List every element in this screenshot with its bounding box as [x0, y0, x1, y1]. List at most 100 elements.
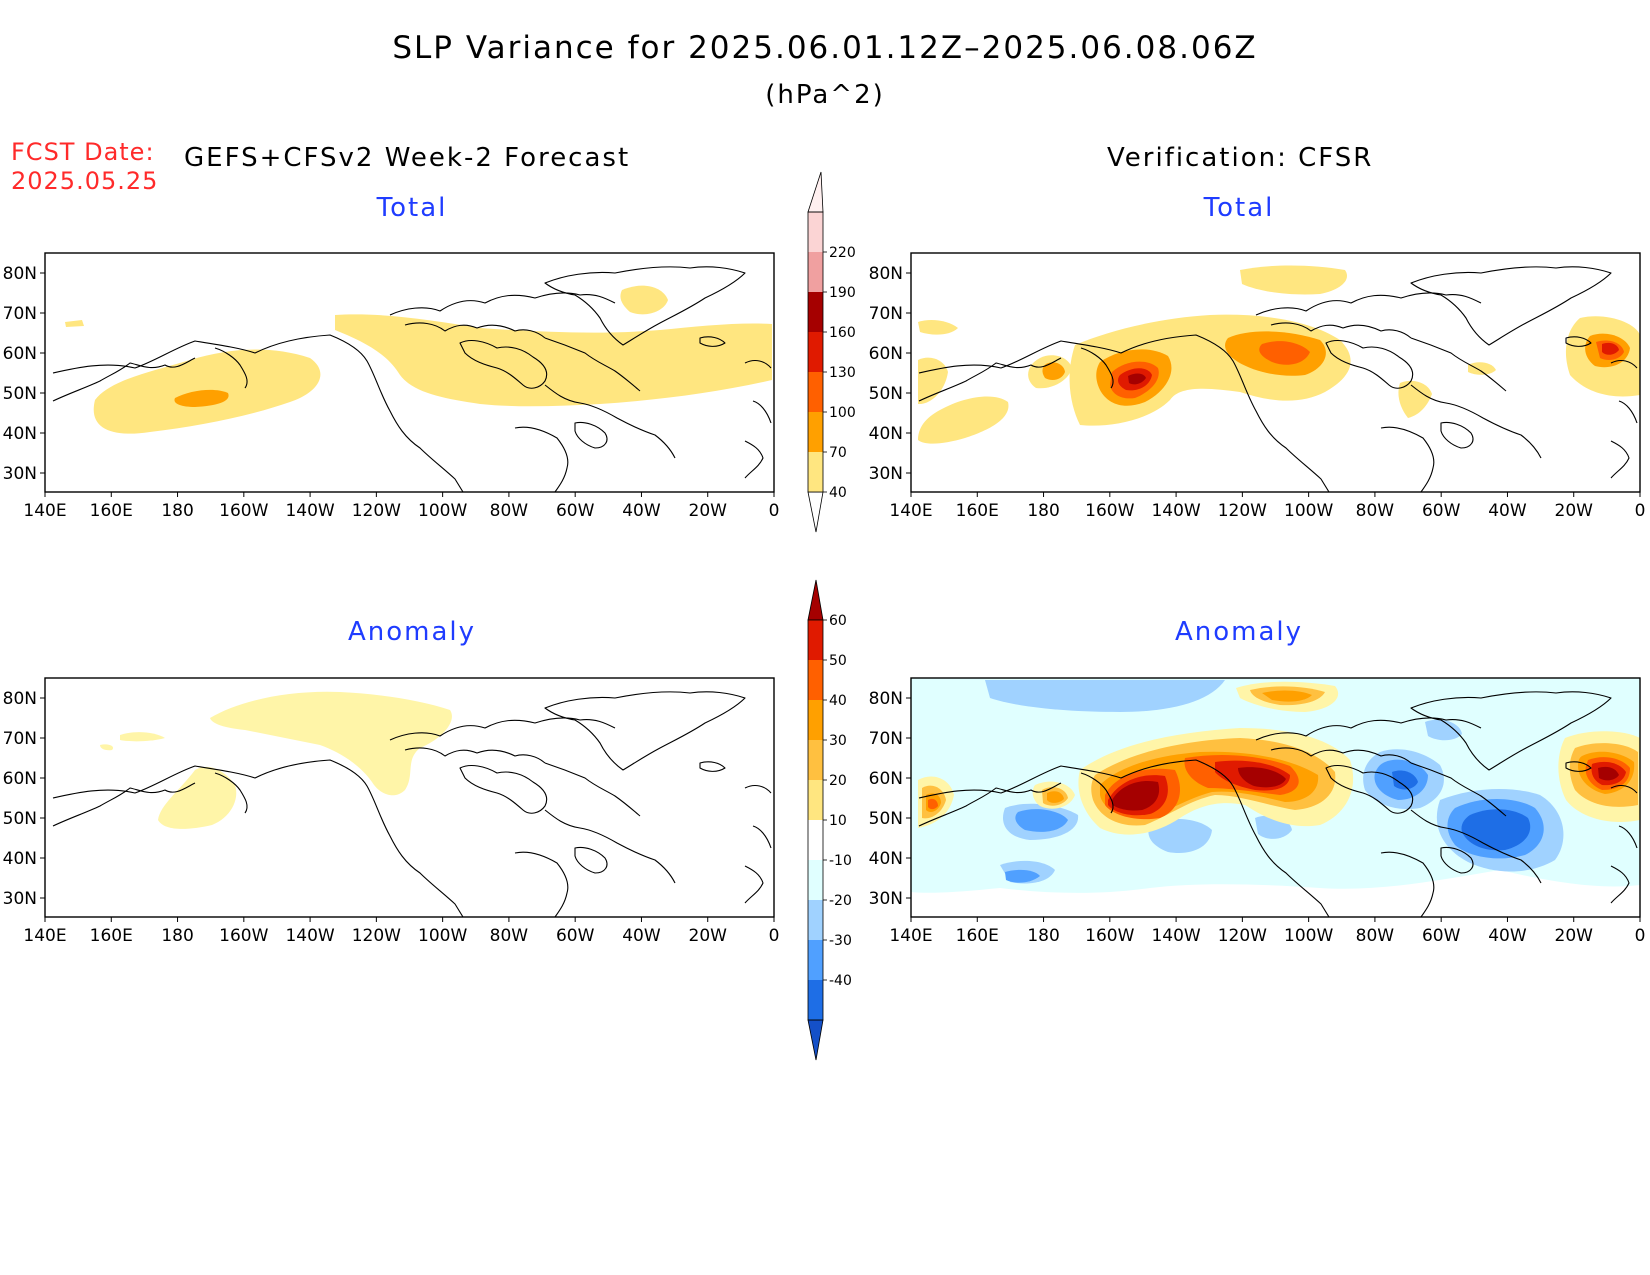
panel-verification-anomaly	[910, 677, 1641, 918]
lon-tick-label: 160E	[956, 926, 999, 946]
verification-anomaly-30e	[1047, 791, 1064, 803]
figure-title: SLP Variance for 2025.06.01.12Z–2025.06.…	[392, 30, 1258, 66]
verification-total-variance-160	[1128, 373, 1146, 385]
colorbar-anomaly-lower-tail	[807, 1019, 824, 1061]
forecast-date: FCST Date: 2025.05.25	[11, 138, 158, 196]
colorbar-anomaly-swatch	[808, 660, 823, 700]
colorbar-total-frame	[807, 211, 824, 493]
lon-tick-label: 0	[1635, 501, 1646, 521]
colorbar-anomaly-swatch	[808, 860, 823, 900]
colorbar-total-label: 40	[829, 485, 847, 501]
colorbar-anomaly-label: 30	[829, 733, 847, 749]
colorbar-total-swatch	[808, 252, 823, 292]
verification-anomaly-neg30	[1015, 809, 1068, 832]
verification-anomaly-neg40b	[1392, 770, 1418, 790]
lon-tick-label: 180	[1027, 501, 1059, 521]
lon-tick-label: 120W	[352, 501, 401, 521]
verification-anomaly-60c	[1598, 766, 1619, 781]
forecast-anomaly-axes: 140E 160E 180 160W 140W 120W 100W 80W 60W 40W 20W 0…	[3, 689, 780, 946]
colorbar-anomaly: 60 50 40 30 20 10 -10 -20 -30 -40	[807, 579, 852, 1061]
colorbar-total-swatch	[808, 292, 823, 332]
lat-tick-label: 60N	[869, 769, 903, 789]
colorbar-anomaly-label: 50	[829, 653, 847, 669]
colorbar-total-label: 190	[829, 285, 856, 301]
colorbar-anomaly-swatch	[808, 900, 823, 940]
colorbar-anomaly-label: 10	[829, 813, 847, 829]
verification-anomaly-title: Anomaly	[1174, 617, 1304, 647]
lon-tick-label: 0	[1635, 926, 1646, 946]
forecast-total-variance-40c	[620, 285, 668, 315]
lon-tick-label: 160E	[90, 926, 133, 946]
verification-anomaly-60b	[1238, 767, 1286, 788]
verification-total-axes: 140E 160E 180 160W 140W 120W 100W 80W 60W 40W 20W 0…	[869, 264, 1646, 521]
colorbar-total-upper-tail	[807, 171, 824, 213]
verification-anomaly-30c	[1262, 690, 1312, 702]
colorbar-total-label: 70	[829, 445, 847, 461]
lon-tick-label: 40W	[622, 926, 661, 946]
lon-tick-label: 80W	[1356, 501, 1395, 521]
lat-tick-label: 40N	[869, 424, 903, 444]
lat-tick-label: 60N	[3, 344, 37, 364]
lon-tick-label: 160W	[219, 926, 268, 946]
lat-tick-label: 80N	[3, 264, 37, 284]
verification-total-variance-40h	[1468, 362, 1496, 375]
lat-tick-label: 70N	[3, 729, 37, 749]
forecast-anomaly-10b	[158, 766, 237, 829]
colorbar-total-label: 100	[829, 405, 856, 421]
units-label: (hPa^2)	[765, 80, 885, 110]
colorbar-anomaly-swatch	[808, 980, 823, 1020]
verification-header: Verification: CFSR	[1107, 143, 1374, 173]
panel-verification-total	[910, 252, 1641, 493]
lon-tick-label: 40W	[1488, 501, 1527, 521]
forecast-anomaly-10	[210, 691, 452, 796]
verification-total-variance-100b	[1259, 341, 1310, 365]
lon-tick-label: 60W	[1422, 926, 1461, 946]
verification-total-variance-40c	[918, 357, 948, 405]
lon-tick-label: 140W	[1151, 926, 1200, 946]
verification-anomaly-60	[1112, 780, 1160, 811]
lat-tick-label: 50N	[869, 384, 903, 404]
colorbar-anomaly-upper-tail	[807, 579, 824, 621]
lon-tick-label: 100W	[1284, 926, 1333, 946]
colorbar-anomaly-label: 60	[829, 613, 847, 629]
verification-anomaly-neg20e	[1148, 818, 1212, 854]
lon-tick-label: 140E	[23, 501, 66, 521]
lon-tick-label: 140W	[1151, 501, 1200, 521]
lat-tick-label: 30N	[869, 464, 903, 484]
forecast-total-variance-70	[174, 389, 229, 407]
forecast-total-axes: 140E 160E 180 160W 140W 120W 100W 80W 60W 40W 20W 0…	[3, 264, 780, 521]
colorbar-anomaly-label: -30	[829, 933, 852, 949]
colorbar-total-swatch	[808, 372, 823, 412]
verification-anomaly-40d	[928, 798, 938, 810]
lon-tick-label: 100W	[418, 501, 467, 521]
lon-tick-label: 140W	[285, 926, 334, 946]
verification-total-variance-70d	[1042, 362, 1065, 380]
colorbar-anomaly-swatch	[808, 940, 823, 980]
forecast-anomaly-title: Anomaly	[347, 617, 477, 647]
lon-tick-label: 60W	[556, 501, 595, 521]
lat-tick-label: 30N	[869, 889, 903, 909]
verification-anomaly-neg20f	[1425, 719, 1462, 741]
lat-tick-label: 40N	[869, 849, 903, 869]
lon-tick-label: 0	[769, 926, 780, 946]
lat-tick-label: 80N	[869, 689, 903, 709]
lon-tick-label: 160W	[1085, 926, 1134, 946]
colorbar-total-label: 220	[829, 245, 856, 261]
lon-tick-label: 20W	[1555, 926, 1594, 946]
verification-anomaly-neg30d	[1005, 869, 1040, 883]
lon-tick-label: 20W	[1555, 501, 1594, 521]
lon-tick-label: 80W	[490, 926, 529, 946]
lon-tick-label: 80W	[490, 501, 529, 521]
lat-tick-label: 70N	[869, 729, 903, 749]
lat-tick-label: 80N	[3, 689, 37, 709]
panel-forecast-anomaly	[44, 677, 775, 918]
verification-total-variance-40e	[918, 320, 958, 335]
lon-tick-label: 120W	[352, 926, 401, 946]
lon-tick-label: 120W	[1218, 501, 1267, 521]
colorbar-anomaly-swatch	[808, 820, 823, 860]
lat-tick-label: 50N	[3, 384, 37, 404]
lon-tick-label: 160W	[219, 501, 268, 521]
verification-anomaly-neg20	[985, 680, 1225, 712]
verification-total-title: Total	[1203, 193, 1275, 223]
colorbar-total-swatch	[808, 452, 823, 492]
